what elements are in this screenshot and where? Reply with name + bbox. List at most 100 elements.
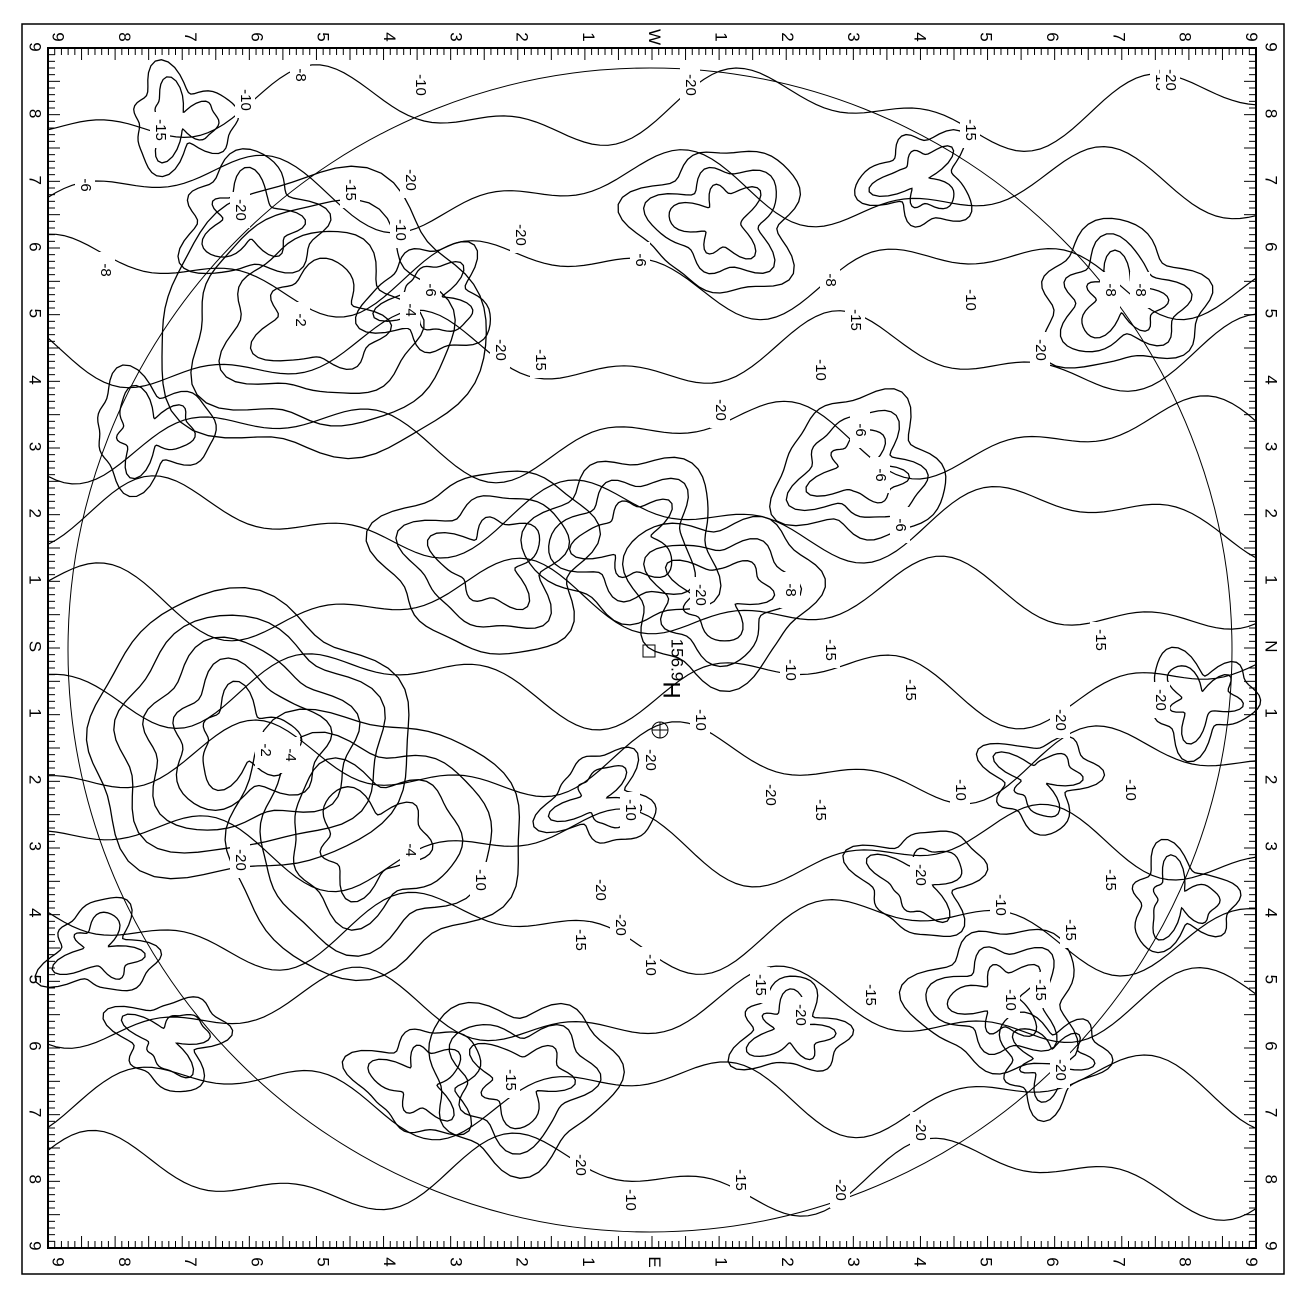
contour-line (47, 64, 1257, 153)
contour-label: -20 (1052, 1059, 1069, 1081)
label-bg (690, 577, 710, 613)
label-bg (1090, 622, 1110, 658)
contour-label: -15 (902, 679, 919, 701)
label-bg (730, 1162, 750, 1198)
border-label: 4 (910, 1257, 929, 1266)
contour-line (367, 1044, 462, 1122)
label-bg (850, 412, 870, 448)
label-bg (690, 702, 710, 738)
label-bg (610, 907, 630, 943)
contour-label: -6 (872, 468, 889, 481)
border-label: 6 (247, 32, 266, 41)
label-bg (810, 352, 830, 388)
contour-line (34, 896, 163, 992)
contour-line (395, 495, 571, 629)
border-label: N (1262, 640, 1281, 652)
border-label: 9 (1262, 1241, 1281, 1250)
contour-line (47, 475, 1257, 564)
contour-line (190, 199, 456, 427)
contour-label: -20 (572, 1154, 589, 1176)
contour-label: -10 (1002, 989, 1019, 1011)
center-value: 156.9 (668, 639, 687, 682)
label-bg (290, 57, 310, 93)
label-bg (910, 857, 930, 893)
contour-label: -10 (642, 954, 659, 976)
contour-line (201, 166, 306, 258)
contour-label: -8 (782, 583, 799, 596)
label-bg (640, 947, 660, 983)
border-label: 4 (1262, 375, 1281, 384)
border-label: 3 (1262, 442, 1281, 451)
border-label: W (645, 29, 664, 45)
contour-label: -10 (412, 74, 429, 96)
border-label: 9 (1242, 32, 1261, 41)
border-label: 2 (513, 32, 532, 41)
border-label: 5 (314, 32, 333, 41)
border-label: 5 (314, 1257, 333, 1266)
contour-line (354, 241, 492, 354)
label-bg (620, 792, 640, 828)
contour-label: -20 (232, 199, 249, 221)
contour-line (102, 996, 234, 1093)
contour-label: -10 (472, 869, 489, 891)
border-label: 6 (26, 242, 45, 251)
border-label: 2 (1262, 508, 1281, 517)
contour-label: -6 (852, 423, 869, 436)
contour-line (568, 498, 673, 579)
label-bg (820, 262, 840, 298)
contour-line (520, 456, 722, 626)
contour-line (259, 731, 493, 957)
contour-line (177, 148, 332, 275)
contour-label: -8 (97, 263, 114, 276)
contour-label: -15 (1032, 979, 1049, 1001)
contour-line (898, 928, 1079, 1075)
label-bg (890, 507, 910, 543)
contour-label: -15 (532, 349, 549, 371)
contour-label: -20 (402, 169, 419, 191)
map-frame (47, 47, 1257, 1249)
contour-label: -2 (257, 743, 274, 756)
contour-line (224, 708, 521, 982)
border-label: 4 (26, 375, 45, 384)
contour-line (1041, 217, 1214, 369)
contour-line (854, 128, 973, 228)
contour-label: -6 (892, 518, 909, 531)
contour-label: -15 (962, 119, 979, 141)
contour-label: -15 (342, 179, 359, 201)
border-label: E (645, 1256, 664, 1267)
border-label: 5 (977, 32, 996, 41)
contour-line (47, 395, 1257, 485)
label-bg (400, 162, 420, 198)
label-bg (640, 742, 660, 778)
contour-label: -10 (952, 779, 969, 801)
contour-line (365, 470, 602, 655)
contour-label: -20 (1032, 339, 1049, 361)
border-label: 6 (26, 1041, 45, 1050)
zenith-square (642, 644, 656, 658)
contour-line (120, 1013, 211, 1079)
contour-line (341, 1028, 482, 1136)
contour-line (617, 150, 802, 294)
contour-line (426, 516, 541, 611)
label-bg (910, 1112, 930, 1148)
contour-label: -15 (572, 929, 589, 951)
contour-label: -15 (822, 639, 839, 661)
contour-label: -20 (642, 749, 659, 771)
contour-line (249, 257, 393, 371)
contour-label: -15 (502, 1069, 519, 1091)
contour-label: -20 (1162, 69, 1179, 91)
border-label: 6 (1262, 242, 1281, 251)
contour-label: -20 (912, 1119, 929, 1141)
label-bg (530, 342, 550, 378)
border-label: 7 (181, 32, 200, 41)
contour-line (115, 384, 196, 480)
contour-line (1152, 854, 1221, 941)
contour-label: -20 (232, 849, 249, 871)
contour-label: -15 (152, 119, 169, 141)
contour-label: -20 (1052, 709, 1069, 731)
contour-label: -6 (422, 283, 439, 296)
contour-line (1166, 665, 1244, 745)
label-bg (820, 632, 840, 668)
contour-line (202, 680, 303, 792)
